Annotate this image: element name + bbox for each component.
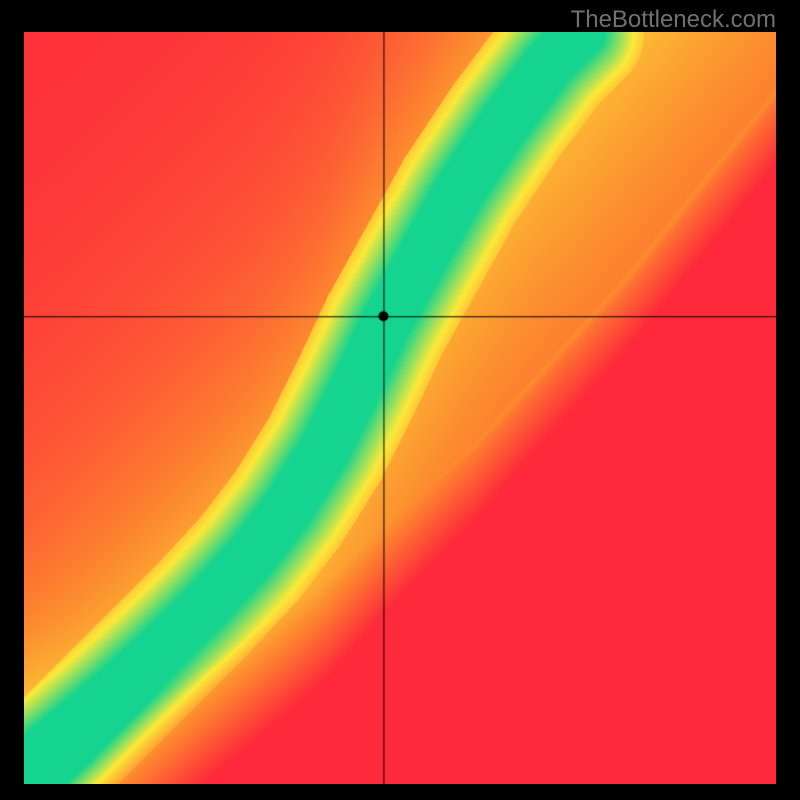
chart-container: TheBottleneck.com bbox=[0, 0, 800, 800]
watermark-text: TheBottleneck.com bbox=[571, 6, 776, 34]
heatmap-canvas bbox=[24, 32, 776, 784]
